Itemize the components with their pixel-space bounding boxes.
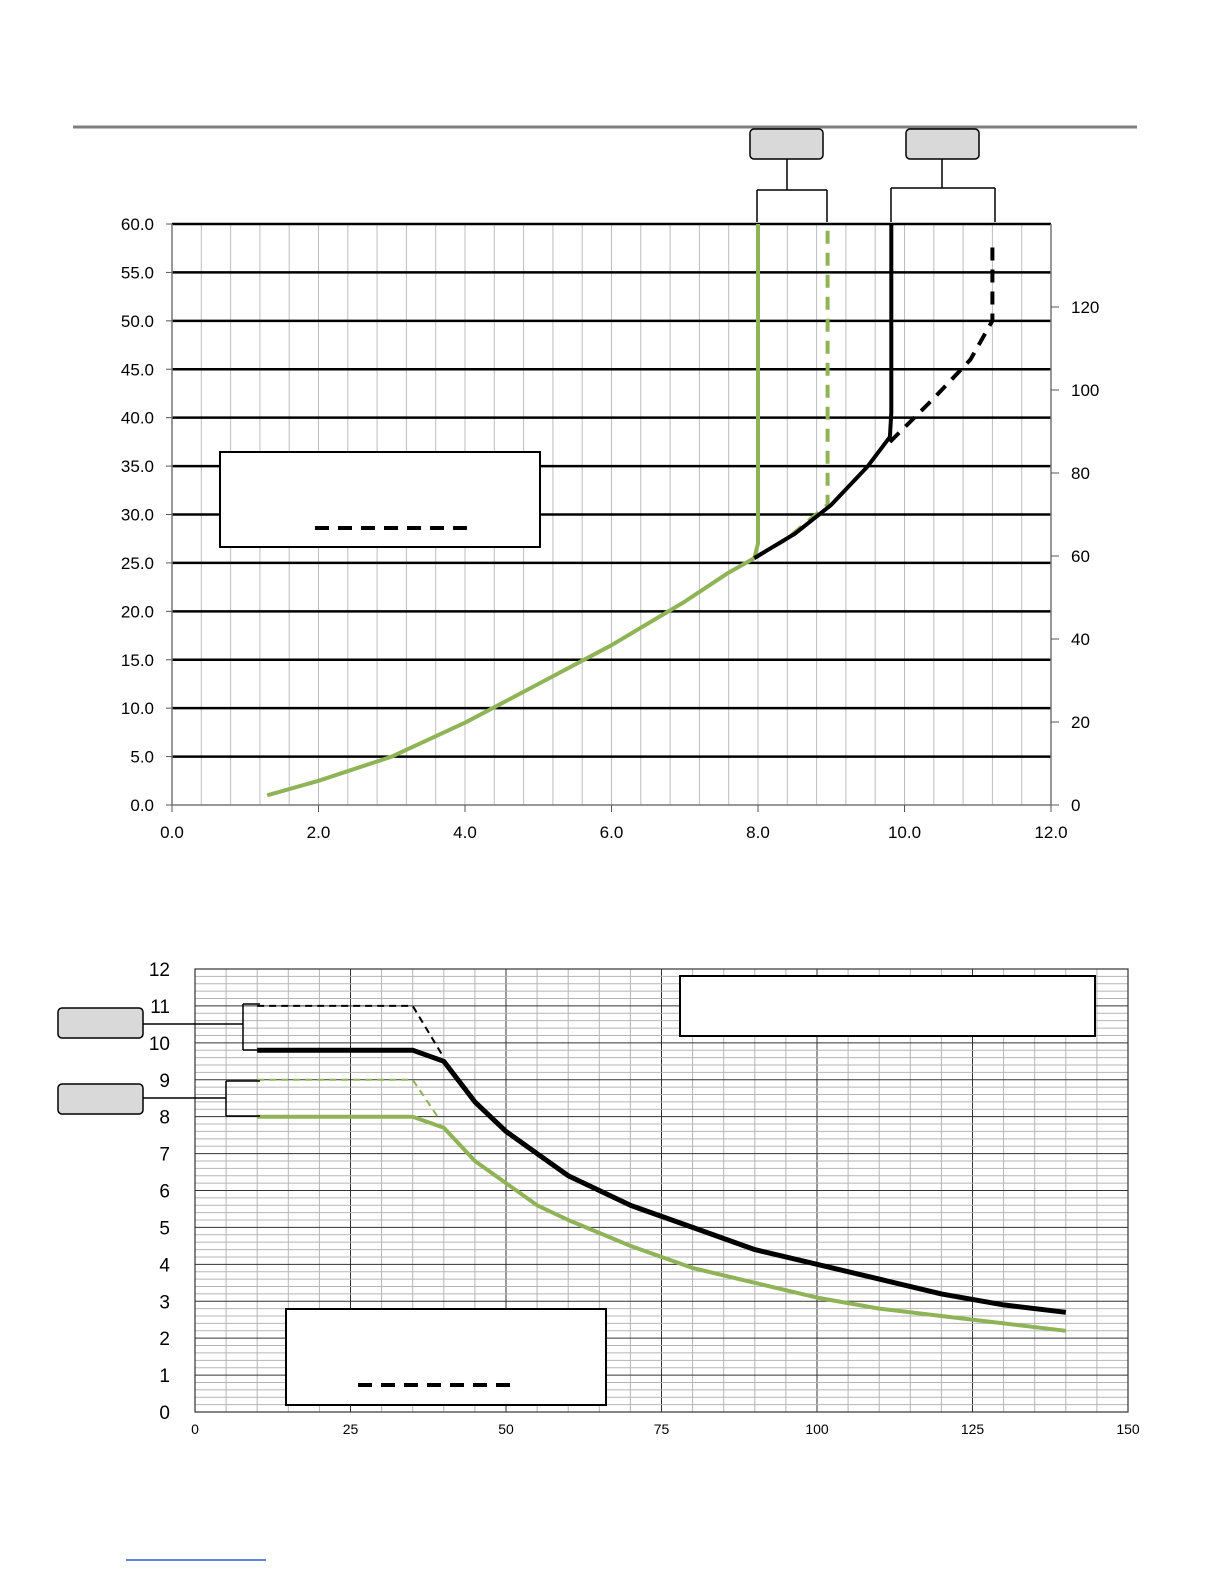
chart-1-series-line-3: [888, 243, 995, 444]
y-tick-label: 7: [159, 1145, 170, 1166]
info-box-2: [679, 975, 1096, 1037]
plot-frame: [194, 968, 1129, 1413]
y-tick-label: 9: [159, 1071, 170, 1092]
chart-2-callouts: [57, 975, 1096, 1406]
x-tick-label: 12.0: [1034, 823, 1067, 842]
y-tick-label: 3: [159, 1292, 170, 1313]
y-tick-label: 0: [159, 1403, 170, 1424]
x-tick-label: 125: [961, 1421, 985, 1437]
y-tick-label: 30.0: [121, 506, 154, 525]
chart-1-series-line-1: [753, 224, 830, 560]
y-tick-label: 6: [159, 1182, 170, 1203]
x-tick-label: 6.0: [600, 823, 624, 842]
y-tick-label: 45.0: [121, 360, 154, 379]
x-tick-label: 4.0: [453, 823, 477, 842]
y-tick-label: 10: [149, 1034, 170, 1055]
x-tick-label: 150: [1116, 1421, 1140, 1437]
y-tick-label: 60.0: [121, 215, 154, 234]
y-tick-label: 10.0: [121, 699, 154, 718]
chart-1-axes: [166, 223, 1059, 812]
y-tick-label: 4: [159, 1255, 170, 1276]
chart-1-series-line-0: [266, 224, 760, 798]
chart-1-ticks: 0.0 5.0 10.0 15.0 20.0 25.0 30.0 35.0 40.0 45.0 50…: [121, 215, 1099, 842]
legend-box-1: [219, 451, 541, 548]
y2-tick-label: 40: [1071, 630, 1090, 649]
y2-tick-label: 20: [1071, 713, 1090, 732]
y2-tick-label: 100: [1071, 381, 1099, 400]
callout-box-black: [905, 128, 980, 160]
callout-box-green-2: [57, 1083, 144, 1115]
y-tick-label: 35.0: [121, 457, 154, 476]
legend-box-2: [285, 1308, 607, 1406]
chart-2-series-line-2: [257, 1114, 1067, 1333]
x-tick-label: 8.0: [746, 823, 770, 842]
bracket-green: [756, 159, 828, 222]
y-tick-label: 15.0: [121, 651, 154, 670]
y-tick-label: 5.0: [130, 748, 154, 767]
y2-tick-label: 60: [1071, 547, 1090, 566]
y-tick-label: 55.0: [121, 263, 154, 282]
y2-tick-label: 80: [1071, 464, 1090, 483]
y-tick-label: 2: [159, 1329, 170, 1350]
chart-2-axes: [194, 968, 1129, 1413]
y2-tick-label: 0: [1071, 796, 1080, 815]
y-tick-label: 11: [150, 997, 170, 1018]
x-tick-label: 50: [498, 1421, 514, 1437]
chart-1-series: [266, 224, 995, 798]
y-tick-label: 5: [159, 1218, 170, 1239]
y2-tick-label: 120: [1071, 298, 1099, 317]
x-tick-label: 0: [191, 1421, 199, 1437]
chart-2-series-line-3: [257, 1078, 439, 1118]
bracket-black-2: [143, 1003, 260, 1051]
bracket-black: [890, 159, 996, 222]
y-tick-label: 8: [159, 1108, 170, 1129]
y-tick-label: 40.0: [121, 409, 154, 428]
x-tick-label: 75: [654, 1421, 670, 1437]
chart-2-series: [257, 1004, 1067, 1333]
callout-box-green: [749, 128, 824, 160]
chart-1-series-line-2: [753, 224, 894, 560]
y-tick-label: 1: [159, 1366, 170, 1387]
x-tick-label: 10.0: [888, 823, 921, 842]
chart-1-callouts: [219, 128, 996, 548]
bracket-green-2: [143, 1080, 260, 1117]
x-tick-label: 100: [805, 1421, 829, 1437]
callout-box-black-2: [57, 1007, 144, 1039]
chart-2-series-line-0: [257, 1047, 1067, 1315]
chart-1: 0.0 5.0 10.0 15.0 20.0 25.0 30.0 35.0 40.0 45.0 50…: [121, 128, 1099, 842]
chart-2-series-line-1: [257, 1004, 445, 1059]
y-tick-label: 12: [149, 960, 170, 981]
x-tick-label: 25: [343, 1421, 359, 1437]
y-tick-label: 25.0: [121, 554, 154, 573]
x-tick-label: 0.0: [160, 823, 184, 842]
x-tick-label: 2.0: [307, 823, 331, 842]
y-tick-label: 50.0: [121, 312, 154, 331]
y-tick-label: 20.0: [121, 602, 154, 621]
y-tick-label: 0.0: [130, 796, 154, 815]
